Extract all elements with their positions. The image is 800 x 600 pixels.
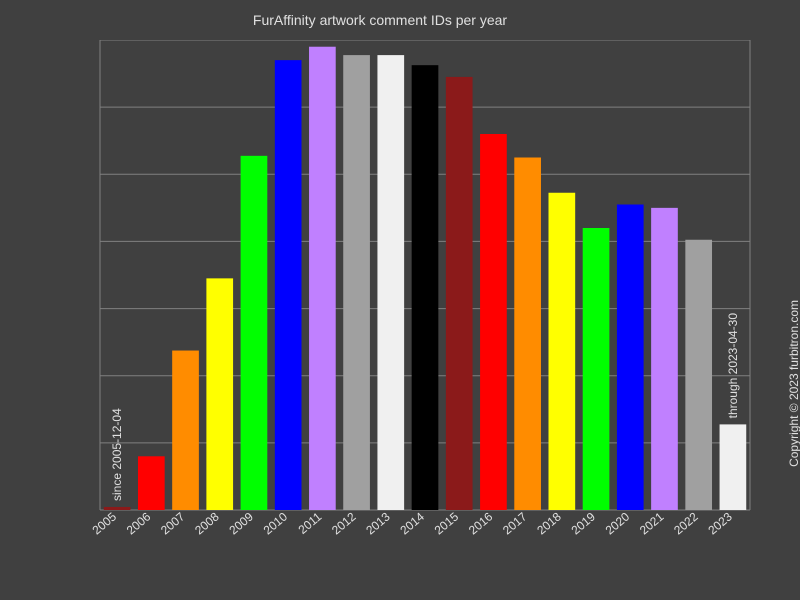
bar — [446, 77, 473, 510]
svg-text:2014: 2014 — [397, 509, 427, 537]
bar — [583, 228, 610, 510]
svg-text:2023: 2023 — [705, 509, 735, 537]
copyright-text: Copyright © 2023 furbitron.com — [787, 300, 800, 467]
svg-text:2009: 2009 — [226, 509, 256, 537]
bar — [172, 351, 199, 510]
bar — [241, 156, 268, 510]
chart-title: FurAffinity artwork comment IDs per year — [0, 12, 760, 28]
x-axis-labels: 2005200620072008200920102011201220132014… — [90, 509, 735, 537]
bar — [206, 278, 233, 510]
bar — [377, 55, 404, 510]
svg-text:2015: 2015 — [432, 509, 462, 537]
svg-text:since 2005-12-04: since 2005-12-04 — [110, 408, 124, 501]
svg-text:2011: 2011 — [296, 509, 325, 537]
svg-text:2006: 2006 — [124, 509, 154, 537]
bar — [412, 65, 439, 510]
bar — [617, 205, 644, 511]
svg-text:2012: 2012 — [329, 509, 359, 537]
chart-svg: 02,000,0004,000,0006,000,0008,000,00010,… — [90, 40, 760, 550]
bar — [720, 424, 747, 510]
svg-text:2010: 2010 — [261, 509, 291, 537]
svg-text:2021: 2021 — [637, 509, 667, 537]
svg-text:2019: 2019 — [569, 509, 599, 537]
bars — [104, 47, 746, 510]
bar — [104, 507, 131, 510]
bar — [480, 134, 507, 510]
bar — [651, 208, 678, 510]
svg-text:2008: 2008 — [192, 509, 222, 537]
svg-text:2005: 2005 — [90, 509, 119, 537]
bar — [549, 193, 576, 510]
bar — [685, 240, 712, 510]
bar — [343, 55, 370, 510]
bar — [275, 60, 302, 510]
svg-text:2007: 2007 — [158, 509, 188, 537]
svg-text:2017: 2017 — [500, 509, 530, 537]
svg-text:2022: 2022 — [671, 509, 701, 537]
svg-text:through 2023-04-30: through 2023-04-30 — [726, 313, 740, 419]
svg-text:2013: 2013 — [363, 509, 393, 537]
svg-text:2016: 2016 — [466, 509, 496, 537]
svg-text:2020: 2020 — [603, 509, 633, 537]
svg-text:2018: 2018 — [534, 509, 564, 537]
bar — [138, 456, 165, 510]
bar — [309, 47, 336, 510]
bar — [514, 158, 541, 511]
